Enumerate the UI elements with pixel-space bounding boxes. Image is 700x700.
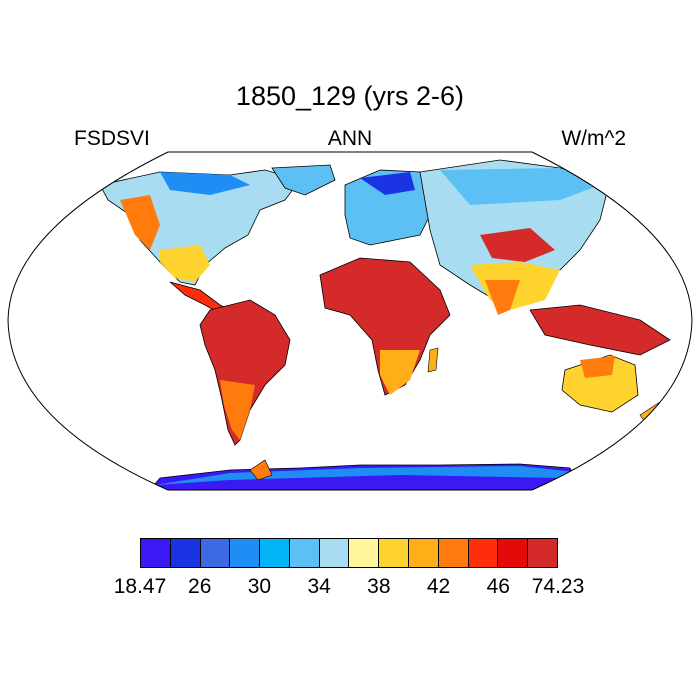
land-europe-north — [360, 172, 415, 195]
colorbar-tick-label: 18.47 — [113, 575, 167, 598]
colorbar-tick-label: 74.23 — [531, 575, 585, 598]
land-antarctica-rim — [155, 466, 575, 485]
colorbar-swatch — [468, 539, 499, 567]
colorbar-swatch — [438, 539, 469, 567]
colorbar-tick-label: 38 — [367, 575, 391, 598]
globe-outline — [7, 151, 693, 491]
land-madagascar — [427, 347, 439, 373]
colorbar-swatch — [230, 539, 261, 567]
colorbar-swatch — [498, 539, 529, 567]
colorbar-swatch — [409, 539, 439, 567]
colorbar-swatch — [260, 539, 290, 567]
colorbar-swatch — [528, 539, 557, 567]
land-europe — [344, 169, 441, 246]
colorbar-labels: 18.47 26 30 34 38 42 46 74.23 — [0, 574, 700, 600]
land-antarctic-peninsula — [249, 459, 273, 481]
land-greenland — [271, 164, 336, 196]
land-na-arctic — [160, 172, 250, 195]
colorbar-tick-label: 46 — [486, 575, 510, 598]
land-sa-south — [220, 380, 255, 440]
colorbar-swatch — [349, 539, 380, 567]
colorbar-swatch — [319, 539, 350, 567]
colorbar-tick-label: 34 — [307, 575, 331, 598]
colorbar-swatch — [289, 539, 320, 567]
colorbar — [140, 538, 558, 568]
variable-label: FSDSVI — [74, 127, 150, 150]
colorbar-swatch — [379, 539, 410, 567]
season-label: ANN — [327, 127, 373, 150]
land-india — [485, 280, 520, 315]
land-aus-north — [580, 356, 615, 378]
colorbar-swatch — [200, 539, 231, 567]
plot-title: 1850_129 (yrs 2-6) — [235, 81, 465, 111]
land-na-east — [160, 245, 210, 282]
land-asia-tibet — [480, 228, 555, 262]
colorbar-swatch — [170, 539, 201, 567]
colorbar-swatch — [141, 539, 171, 567]
colorbar-tick-label: 30 — [247, 575, 272, 598]
land-asia-siberia — [440, 168, 600, 205]
colorbar-tick-label: 26 — [188, 575, 212, 598]
land-na-west — [120, 195, 160, 250]
colorbar-tick-label: 42 — [426, 575, 451, 598]
units-label: W/m^2 — [561, 127, 626, 150]
land-se-asia — [529, 304, 671, 356]
land-africa-south — [380, 350, 420, 395]
